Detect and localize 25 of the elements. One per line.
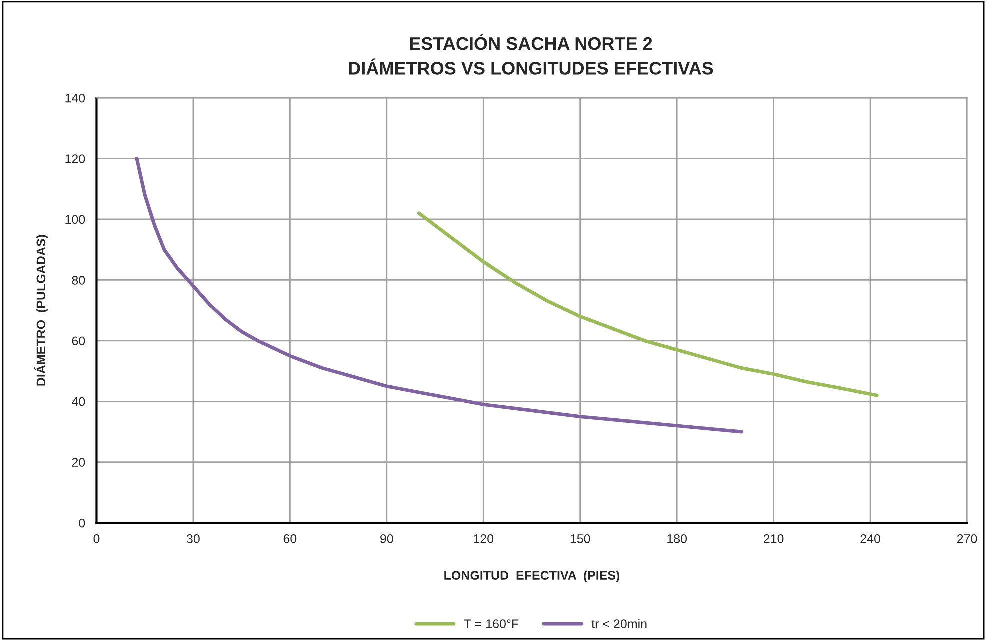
y-tick-label: 140 bbox=[66, 94, 86, 103]
y-tick-label: 100 bbox=[66, 215, 86, 224]
x-tick-label: 240 bbox=[860, 534, 880, 544]
x-tick-label: 270 bbox=[957, 534, 978, 544]
x-tick-label: 210 bbox=[764, 534, 784, 544]
x-tick-label: 90 bbox=[380, 534, 394, 544]
y-tick-label: 80 bbox=[72, 276, 86, 285]
x-tick-label: 180 bbox=[668, 534, 688, 544]
y-tick-label: 40 bbox=[72, 397, 86, 406]
x-axis-title: LONGITUD EFECTIVA (PIES) bbox=[444, 570, 620, 582]
y-tick-label: 120 bbox=[66, 154, 86, 164]
y-axis-title: DIÁMETRO (PULGADAS) bbox=[34, 235, 48, 386]
line-series bbox=[417, 212, 879, 398]
y-tick-label: 20 bbox=[72, 458, 86, 467]
x-tick-label: 0 bbox=[94, 534, 100, 544]
x-tick-label: 30 bbox=[186, 534, 200, 544]
line-series bbox=[135, 157, 744, 434]
x-tick-label: 120 bbox=[474, 534, 494, 544]
legend-label: T = 160°F bbox=[464, 620, 519, 628]
x-tick-label: 60 bbox=[284, 534, 297, 544]
legend-label: tr < 20min bbox=[592, 619, 647, 628]
y-tick-label: 0 bbox=[79, 518, 86, 528]
x-tick-label: 150 bbox=[570, 534, 590, 544]
chart-title: ESTACIÓN SACHA NORTE 2 DIÁMETROS VS LONGITUDES EFECTIVAS bbox=[349, 34, 714, 75]
y-tick-label: 60 bbox=[72, 336, 86, 346]
